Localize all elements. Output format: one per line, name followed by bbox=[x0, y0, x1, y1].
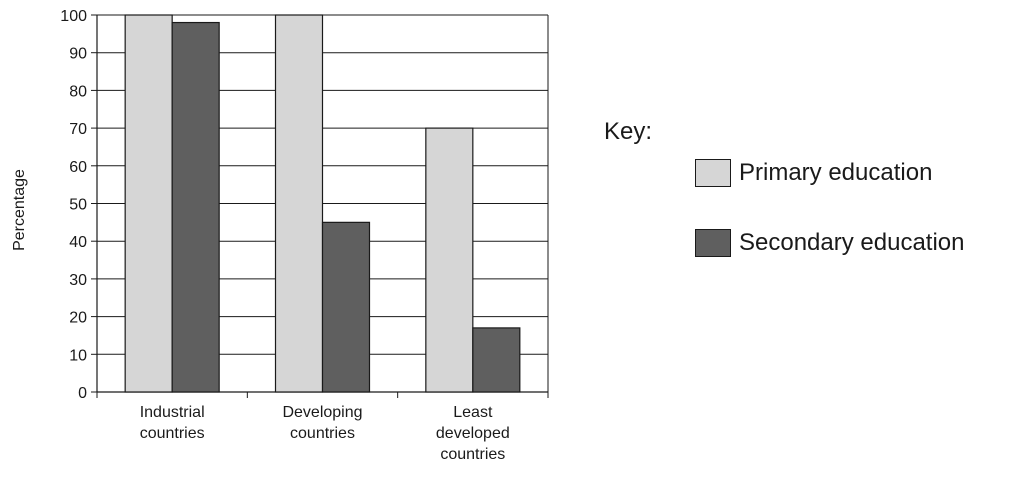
y-tick-label: 30 bbox=[69, 272, 87, 289]
x-category-label: Least developed countries bbox=[436, 404, 510, 463]
y-tick-label: 0 bbox=[78, 385, 87, 402]
bar-secondary bbox=[472, 327, 521, 393]
x-category-label: Developing countries bbox=[282, 404, 362, 442]
bar-primary bbox=[274, 14, 324, 393]
y-tick-label: 70 bbox=[69, 121, 87, 138]
bar-primary bbox=[425, 127, 474, 393]
y-tick-label: 20 bbox=[69, 310, 87, 327]
y-tick-label: 10 bbox=[69, 347, 87, 364]
y-tick-label: 100 bbox=[60, 8, 87, 25]
y-tick-label: 40 bbox=[69, 234, 87, 251]
y-tick-label: 50 bbox=[69, 197, 87, 214]
labels: 0 10 20 30 40 50 60 70 80 90 100 Industrial countrie… bbox=[60, 8, 509, 463]
y-axis-title: Percentage bbox=[11, 169, 28, 251]
y-tick-label: 60 bbox=[69, 159, 87, 176]
bar-secondary bbox=[171, 21, 220, 393]
bar-primary bbox=[124, 14, 173, 393]
x-category-label: Industrial countries bbox=[140, 404, 205, 442]
bar-secondary bbox=[321, 221, 371, 393]
y-tick-label: 80 bbox=[69, 83, 87, 100]
y-tick-label: 90 bbox=[69, 46, 87, 63]
bars bbox=[124, 14, 521, 393]
